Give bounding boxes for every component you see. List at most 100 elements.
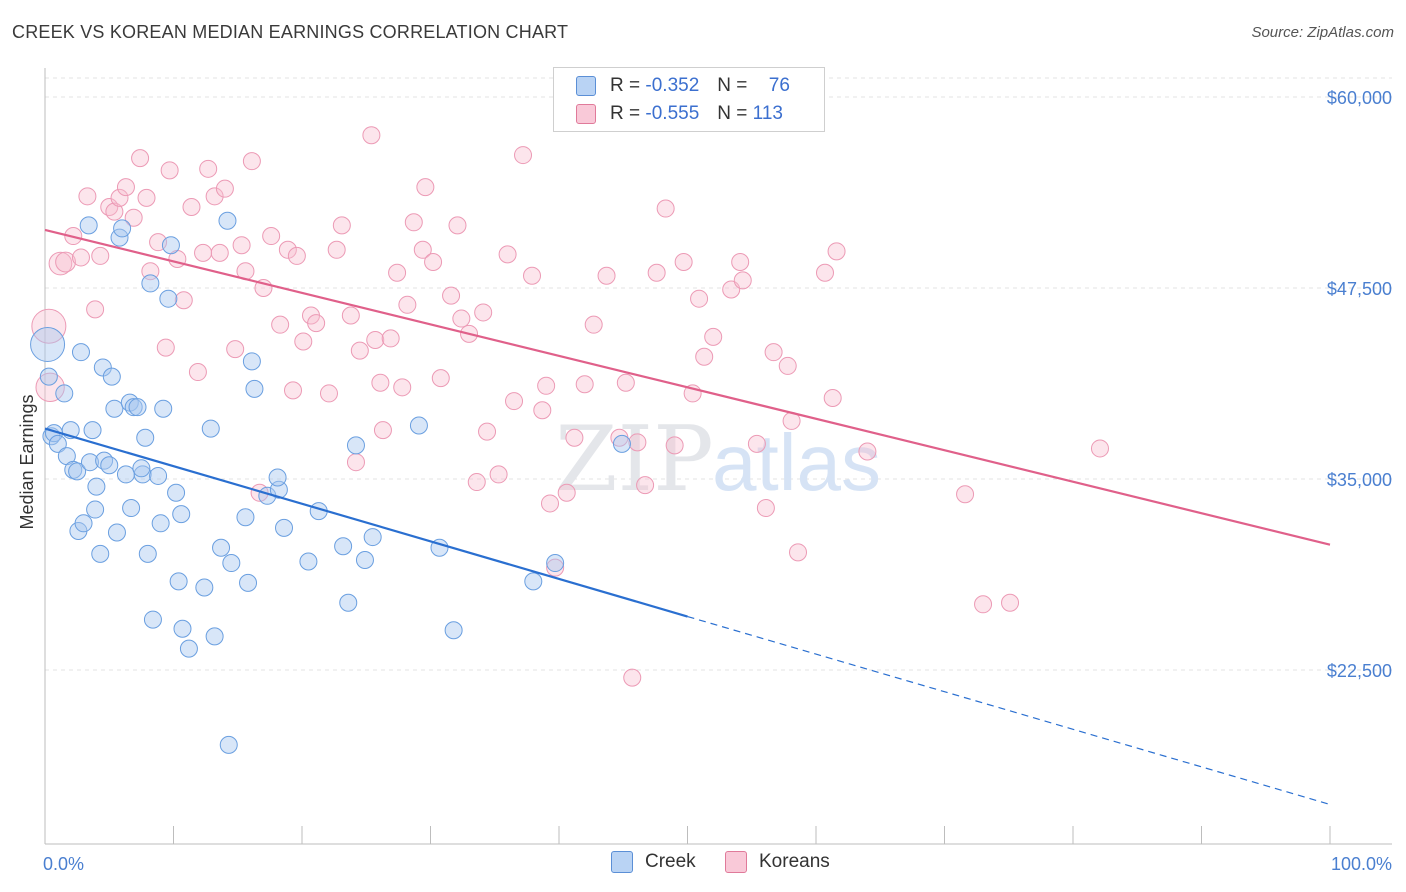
korean-point	[584, 315, 603, 334]
korean-point	[31, 308, 67, 344]
creek-point	[154, 399, 173, 418]
korean-point	[71, 248, 90, 267]
korean-point	[226, 340, 245, 359]
korean-point	[262, 227, 281, 246]
korean-point	[371, 373, 390, 392]
korean-trendline	[44, 228, 1331, 546]
creek-point	[132, 459, 151, 478]
axes	[44, 68, 1392, 845]
legend-swatch-koreans	[725, 851, 747, 873]
creek-trendline	[44, 427, 688, 618]
creek-point	[242, 352, 261, 371]
korean-point	[78, 187, 97, 206]
creek-point	[195, 578, 214, 597]
legend-row-koreans: R = -0.555 N = 113	[576, 102, 783, 126]
korean-point	[350, 341, 369, 360]
y-tick-label: $22,500	[1327, 661, 1392, 681]
korean-point	[327, 240, 346, 259]
creek-point	[30, 327, 66, 363]
creek-point	[138, 544, 157, 563]
korean-point	[91, 246, 110, 265]
creek-point	[116, 465, 135, 484]
creek-point	[124, 398, 143, 417]
legend-n-value-koreans: 113	[752, 103, 783, 124]
creek-point	[236, 508, 255, 527]
korean-point	[137, 188, 156, 207]
korean-point	[623, 668, 642, 687]
creek-point	[48, 434, 67, 453]
korean-point	[35, 372, 65, 402]
korean-point	[388, 263, 407, 282]
y-tick-label: $47,500	[1327, 279, 1392, 299]
y-tick-label: $60,000	[1327, 88, 1392, 108]
creek-point	[172, 505, 191, 524]
korean-point	[413, 240, 432, 259]
korean-point	[815, 263, 834, 282]
creek-point	[83, 421, 102, 440]
korean-point	[116, 178, 135, 197]
korean-point	[232, 236, 251, 255]
legend-label-creek: Creek	[645, 851, 696, 872]
creek-point	[355, 550, 374, 569]
korean-point	[416, 178, 435, 197]
legend-r-label: R =	[610, 75, 641, 96]
korean-point	[533, 401, 552, 420]
creek-point	[299, 552, 318, 571]
korean-point	[284, 381, 303, 400]
korean-point	[827, 242, 846, 261]
creek-point	[87, 477, 106, 496]
trendlines	[44, 228, 1331, 806]
korean-point	[665, 436, 684, 455]
creek-point	[143, 610, 162, 629]
korean-point	[124, 208, 143, 227]
legend-r-value-creek: -0.352	[645, 75, 700, 96]
legend-r-value-koreans: -0.555	[645, 103, 700, 124]
korean-point	[557, 483, 576, 502]
korean-point	[381, 329, 400, 348]
legend-item-koreans[interactable]: Koreans	[725, 851, 830, 873]
creek-point	[268, 468, 287, 487]
legend-n-value-creek: 76	[768, 75, 790, 96]
korean-point	[789, 543, 808, 562]
korean-point	[467, 473, 486, 492]
creek-point	[173, 619, 192, 638]
korean-point	[105, 202, 124, 221]
creek-point	[409, 416, 428, 435]
korean-point	[546, 558, 565, 577]
korean-point	[636, 476, 655, 495]
korean-point	[307, 314, 326, 333]
legend-item-creek[interactable]: Creek	[611, 851, 696, 873]
korean-point	[287, 246, 306, 265]
creek-point	[612, 434, 631, 453]
x-tick-label: 0.0%	[43, 854, 84, 874]
korean-point	[764, 343, 783, 362]
korean-point	[442, 286, 461, 305]
creek-point	[122, 499, 141, 518]
korean-point	[1090, 439, 1109, 458]
legend-swatch-creek	[576, 76, 596, 96]
series-legend: Creek Koreans	[0, 851, 1406, 877]
korean-point	[656, 199, 675, 218]
korean-point	[294, 332, 313, 351]
korean-point	[424, 253, 443, 272]
korean-point	[215, 179, 234, 198]
creek-point	[91, 544, 110, 563]
creek-point	[133, 465, 152, 484]
legend-n-label: N =	[717, 103, 748, 124]
korean-point	[575, 375, 594, 394]
korean-point	[674, 253, 693, 272]
tick-labels: $22,500 $35,000 $47,500 $60,000 0.0% 100.0%	[43, 88, 1392, 874]
legend-swatch-koreans	[576, 104, 596, 124]
series-koreans	[31, 126, 1109, 687]
korean-point	[346, 453, 365, 472]
korean-point	[616, 373, 635, 392]
legend-r-label: R =	[610, 103, 641, 124]
creek-point	[128, 398, 147, 417]
korean-point	[478, 422, 497, 441]
creek-point	[55, 384, 74, 403]
creek-point	[102, 367, 121, 386]
creek-point	[149, 466, 168, 485]
korean-point	[205, 187, 224, 206]
korean-point	[523, 266, 542, 285]
